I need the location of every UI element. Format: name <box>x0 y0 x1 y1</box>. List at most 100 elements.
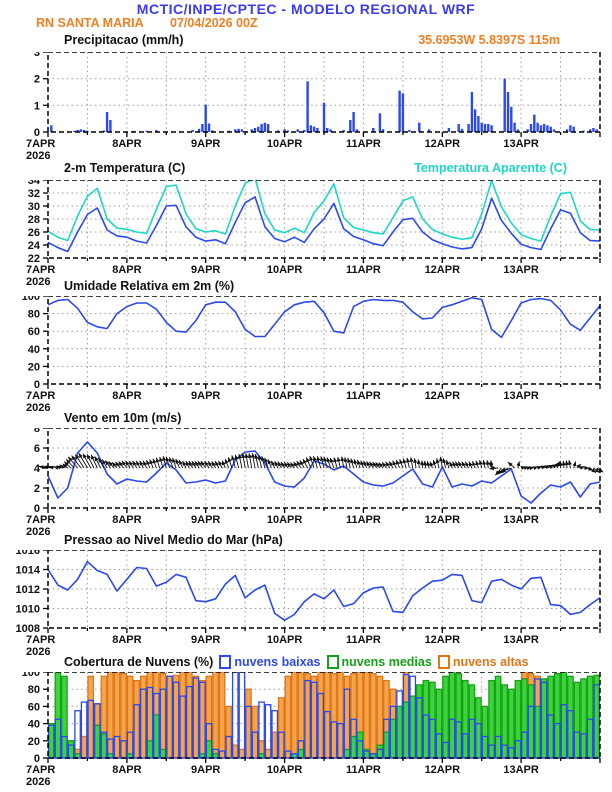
legend-item-mid-clouds: nuvens medias <box>326 655 432 669</box>
cloud-legend: Cobertura de Nuvens (%) nuvens baixas nu… <box>64 655 604 669</box>
legend-item-high-clouds: nuvens altas <box>437 655 529 669</box>
temperature-title: 2-m Temperatura (C) <box>64 161 186 175</box>
svg-text:11APR: 11APR <box>346 634 381 646</box>
svg-text:8APR: 8APR <box>112 138 141 150</box>
svg-text:7APR: 7APR <box>26 390 55 402</box>
station-name: RN SANTA MARIA <box>36 16 144 30</box>
svg-text:9APR: 9APR <box>191 264 220 276</box>
high-clouds-swatch-icon <box>437 655 450 669</box>
svg-text:4: 4 <box>34 463 41 475</box>
svg-text:11APR: 11APR <box>346 138 381 150</box>
legend-item-low-clouds: nuvens baixas <box>219 655 321 669</box>
svg-text:24: 24 <box>28 240 41 252</box>
svg-text:2026: 2026 <box>26 276 50 288</box>
svg-text:0: 0 <box>34 503 40 515</box>
svg-text:80: 80 <box>28 684 40 696</box>
svg-text:100: 100 <box>22 296 40 303</box>
apparent-temperature-title: Temperatura Aparente (C) <box>414 161 567 175</box>
svg-text:11APR: 11APR <box>346 390 381 402</box>
humidity-title: Umidade Relativa em 2m (%) <box>64 279 235 293</box>
svg-text:1012: 1012 <box>16 584 40 596</box>
svg-text:7APR: 7APR <box>26 514 55 526</box>
svg-text:7APR: 7APR <box>26 138 55 150</box>
svg-text:9APR: 9APR <box>191 390 220 402</box>
svg-text:2026: 2026 <box>26 526 50 538</box>
svg-text:6: 6 <box>34 443 40 455</box>
svg-text:7APR: 7APR <box>26 634 55 646</box>
svg-text:9APR: 9APR <box>191 764 220 776</box>
wind-title: Vento em 10m (m/s) <box>64 411 182 425</box>
precipitation-title: Precipitacao (mm/h) <box>64 33 184 47</box>
svg-text:8APR: 8APR <box>112 390 141 402</box>
svg-text:60: 60 <box>28 326 40 338</box>
page-title: MCTIC/INPE/CPTEC - MODELO REGIONAL WRF <box>136 1 476 17</box>
svg-text:10APR: 10APR <box>267 634 303 646</box>
svg-text:8APR: 8APR <box>112 514 141 526</box>
svg-text:40: 40 <box>28 719 40 731</box>
svg-text:13APR: 13APR <box>503 264 539 276</box>
svg-text:32: 32 <box>28 188 40 200</box>
svg-text:9APR: 9APR <box>191 514 220 526</box>
svg-text:12APR: 12APR <box>425 634 461 646</box>
svg-text:11APR: 11APR <box>346 264 381 276</box>
svg-text:1: 1 <box>34 100 40 112</box>
svg-text:13APR: 13APR <box>503 138 539 150</box>
svg-text:0: 0 <box>34 379 40 391</box>
svg-text:0: 0 <box>34 127 40 139</box>
svg-text:20: 20 <box>28 736 40 748</box>
model-run-datetime: 07/04/2026 00Z <box>170 16 258 30</box>
svg-text:12APR: 12APR <box>425 264 461 276</box>
svg-text:9APR: 9APR <box>191 634 220 646</box>
svg-text:7APR: 7APR <box>26 764 55 776</box>
svg-text:3: 3 <box>34 52 40 59</box>
svg-text:12APR: 12APR <box>425 764 461 776</box>
location-coordinates: 35.6953W 5.8397S 115m <box>418 33 560 47</box>
svg-text:0: 0 <box>34 753 40 765</box>
svg-text:2026: 2026 <box>26 776 50 788</box>
svg-text:80: 80 <box>28 309 40 321</box>
svg-text:9APR: 9APR <box>191 138 220 150</box>
high-clouds-label: nuvens altas <box>452 655 529 669</box>
svg-text:1016: 1016 <box>16 550 40 557</box>
svg-text:10APR: 10APR <box>267 764 303 776</box>
mid-clouds-label: nuvens medias <box>341 655 432 669</box>
svg-text:2: 2 <box>34 74 40 86</box>
mid-clouds-swatch-icon <box>326 655 339 669</box>
svg-text:7APR: 7APR <box>26 264 55 276</box>
svg-text:40: 40 <box>28 344 40 356</box>
svg-text:8APR: 8APR <box>112 764 141 776</box>
svg-text:11APR: 11APR <box>346 764 381 776</box>
svg-text:26: 26 <box>28 227 40 239</box>
low-clouds-label: nuvens baixas <box>234 655 321 669</box>
svg-text:30: 30 <box>28 201 40 213</box>
svg-text:8: 8 <box>34 428 40 435</box>
svg-text:2026: 2026 <box>26 150 50 162</box>
svg-text:8APR: 8APR <box>112 634 141 646</box>
svg-text:22: 22 <box>28 253 40 265</box>
svg-text:10APR: 10APR <box>267 514 303 526</box>
svg-text:12APR: 12APR <box>425 138 461 150</box>
svg-text:13APR: 13APR <box>503 764 539 776</box>
svg-text:20: 20 <box>28 361 40 373</box>
svg-text:8APR: 8APR <box>112 264 141 276</box>
svg-text:60: 60 <box>28 701 40 713</box>
svg-text:100: 100 <box>22 672 40 679</box>
svg-text:12APR: 12APR <box>425 390 461 402</box>
svg-text:10APR: 10APR <box>267 264 303 276</box>
svg-text:2026: 2026 <box>26 646 50 658</box>
svg-text:10APR: 10APR <box>267 138 303 150</box>
svg-text:12APR: 12APR <box>425 514 461 526</box>
svg-text:2: 2 <box>34 483 40 495</box>
svg-text:13APR: 13APR <box>503 634 539 646</box>
svg-text:10APR: 10APR <box>267 390 303 402</box>
svg-text:34: 34 <box>28 180 41 187</box>
svg-text:13APR: 13APR <box>503 514 539 526</box>
svg-text:28: 28 <box>28 214 40 226</box>
svg-text:1014: 1014 <box>16 565 41 577</box>
